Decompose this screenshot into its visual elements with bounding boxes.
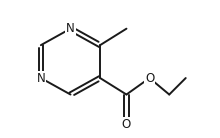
Text: O: O <box>145 71 154 85</box>
Text: N: N <box>37 71 45 85</box>
Text: N: N <box>66 22 75 35</box>
Text: O: O <box>122 118 131 131</box>
